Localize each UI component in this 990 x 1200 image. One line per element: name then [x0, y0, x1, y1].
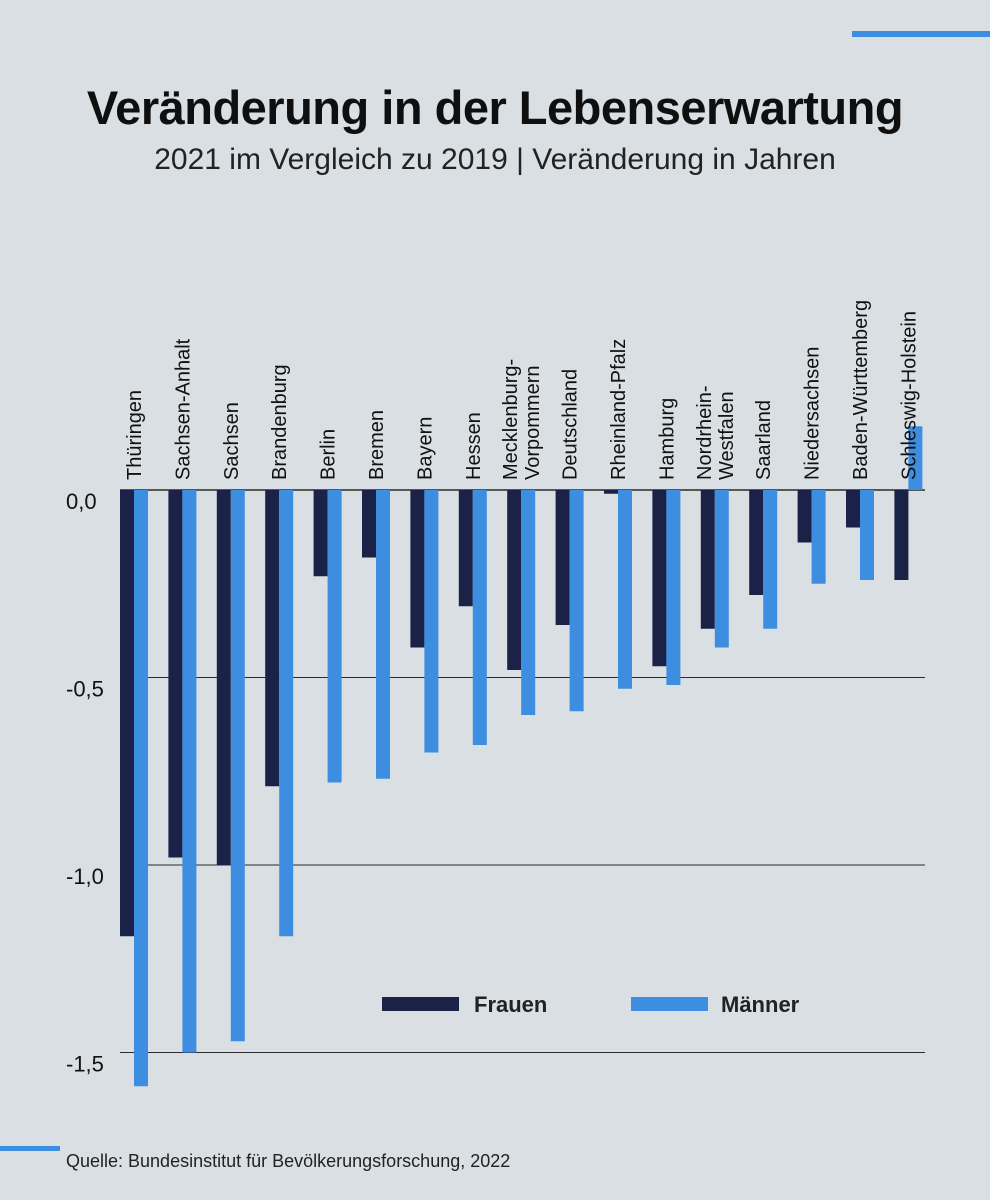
bar-maenner — [230, 490, 245, 1042]
bar-maenner — [714, 490, 729, 648]
bar-frauen — [846, 490, 860, 528]
bar-maenner — [327, 490, 342, 783]
bar-frauen — [458, 490, 473, 607]
category-label: Bremen — [366, 410, 388, 480]
bar-frauen — [313, 490, 328, 577]
bar-frauen — [216, 490, 231, 865]
top-accent-line — [852, 31, 990, 37]
category-label: Bayern — [414, 417, 436, 480]
bar-maenner — [521, 490, 536, 715]
bar-frauen — [120, 490, 134, 937]
bar-frauen — [265, 490, 280, 787]
category-label: Mecklenburg- — [500, 359, 522, 480]
bar-frauen — [700, 490, 715, 629]
category-label: Saarland — [753, 400, 775, 480]
category-label: Nordrhein- — [694, 386, 716, 480]
category-label: Hamburg — [656, 398, 678, 480]
y-tick-label: -1,0 — [66, 864, 104, 889]
category-label: Sachsen — [221, 402, 243, 480]
bar-maenner — [182, 490, 197, 1053]
category-label: Deutschland — [560, 369, 582, 480]
bar-frauen — [168, 490, 183, 858]
category-label: Baden-Württemberg — [850, 300, 872, 480]
legend-swatch-frauen — [382, 997, 459, 1011]
category-label: Thüringen — [124, 390, 146, 480]
bar-frauen — [410, 490, 425, 648]
y-tick-label: 0,0 — [66, 489, 97, 514]
bar-frauen — [604, 490, 618, 494]
category-label: Schleswig-Holstein — [898, 311, 920, 480]
bar-maenner — [763, 490, 778, 629]
legend-swatch-maenner — [631, 997, 708, 1011]
category-label: Westfalen — [716, 391, 738, 480]
bar-maenner — [134, 490, 148, 1087]
chart-title: Veränderung in der Lebenserwartung — [86, 81, 904, 134]
bar-maenner — [569, 490, 584, 712]
bottom-accent-line — [0, 1146, 60, 1151]
category-label: Niedersachsen — [802, 347, 824, 480]
bar-maenner — [811, 490, 826, 584]
y-tick-label: -0,5 — [66, 677, 104, 702]
chart-subtitle: 2021 im Vergleich zu 2019 | Veränderung … — [154, 143, 836, 176]
bar-maenner — [472, 490, 487, 745]
source-note: Quelle: Bundesinstitut für Bevölkerungsf… — [66, 1151, 511, 1171]
bar-frauen — [894, 490, 909, 580]
y-tick-label: -1,5 — [66, 1052, 104, 1077]
bar-maenner — [618, 490, 632, 689]
bar-maenner — [376, 490, 390, 779]
bar-frauen — [797, 490, 812, 543]
category-label: Vorpommern — [522, 366, 544, 481]
bar-frauen — [652, 490, 667, 667]
bar-frauen — [555, 490, 570, 625]
bar-frauen — [749, 490, 764, 595]
bar-frauen — [362, 490, 376, 558]
category-label: Rheinland-Pfalz — [608, 339, 630, 480]
bar-maenner — [279, 490, 294, 937]
category-label: Hessen — [463, 412, 485, 480]
bar-maenner — [908, 426, 923, 490]
bar-maenner — [424, 490, 439, 753]
category-label: Berlin — [318, 429, 340, 480]
category-label: Brandenburg — [269, 364, 291, 480]
legend-label-frauen: Frauen — [474, 992, 547, 1017]
legend-label-maenner: Männer — [721, 992, 800, 1017]
bar-maenner — [666, 490, 681, 685]
category-label: Sachsen-Anhalt — [172, 338, 194, 480]
bar-maenner — [860, 490, 874, 580]
bar-frauen — [507, 490, 522, 670]
